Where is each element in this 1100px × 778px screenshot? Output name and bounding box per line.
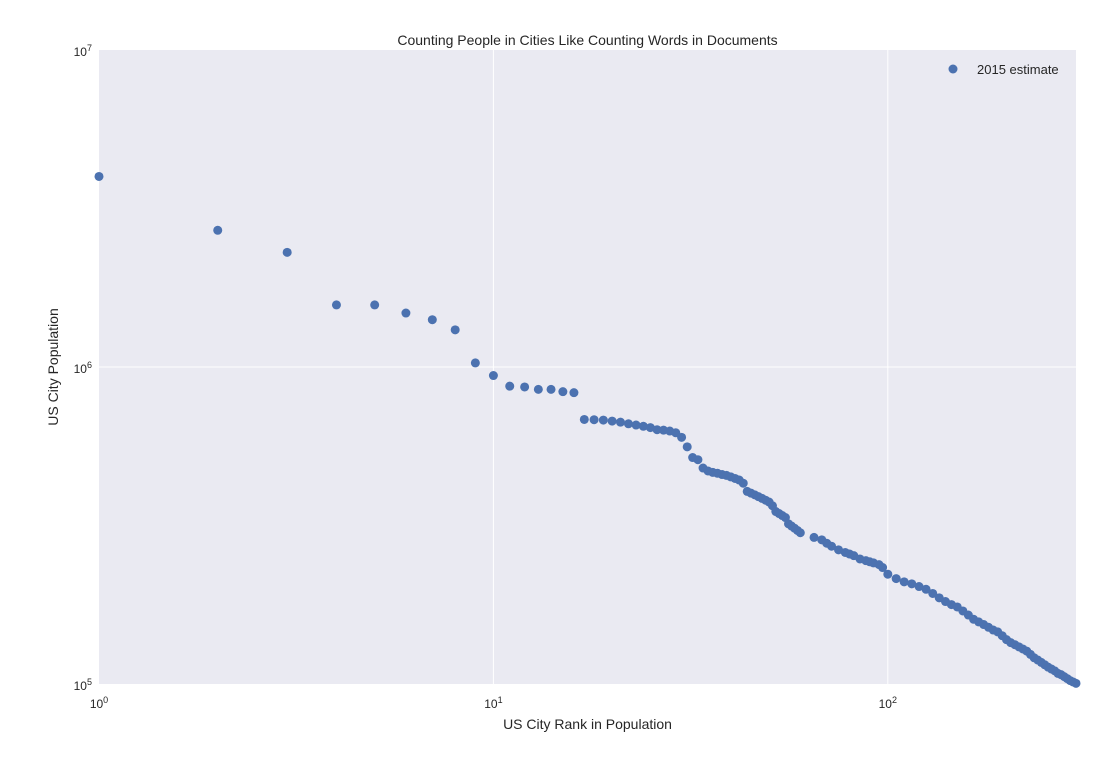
data-point bbox=[569, 388, 579, 398]
data-point bbox=[693, 455, 703, 465]
x-tick-label: 100 bbox=[90, 695, 108, 711]
data-point bbox=[1071, 678, 1081, 688]
x-tick-labels: 100 101 102 bbox=[90, 695, 897, 711]
data-point bbox=[883, 569, 893, 579]
data-point bbox=[282, 247, 292, 257]
data-point bbox=[598, 415, 608, 425]
legend-marker bbox=[948, 64, 958, 74]
data-point bbox=[615, 417, 625, 427]
data-point bbox=[878, 563, 888, 573]
data-point bbox=[450, 325, 460, 335]
data-point bbox=[213, 225, 223, 235]
data-point bbox=[928, 588, 938, 598]
data-point bbox=[533, 384, 543, 394]
data-point bbox=[921, 584, 931, 594]
y-tick-labels: 105 106 107 bbox=[74, 43, 92, 693]
legend-label: 2015 estimate bbox=[977, 62, 1059, 77]
data-point bbox=[401, 308, 411, 318]
data-point bbox=[520, 382, 530, 392]
x-axis-label: US City Rank in Population bbox=[503, 716, 672, 732]
data-point bbox=[652, 425, 662, 435]
data-point bbox=[891, 574, 901, 584]
x-tick-label: 101 bbox=[484, 695, 502, 711]
data-point bbox=[827, 541, 837, 551]
data-point bbox=[579, 414, 589, 424]
data-point bbox=[470, 358, 480, 368]
data-point bbox=[623, 419, 633, 429]
data-point bbox=[427, 315, 437, 325]
data-point bbox=[682, 442, 692, 452]
data-point bbox=[488, 371, 498, 381]
data-points bbox=[94, 171, 1081, 688]
data-point bbox=[795, 528, 805, 538]
chart-title: Counting People in Cities Like Counting … bbox=[397, 32, 777, 48]
data-point bbox=[370, 300, 380, 310]
y-tick-label: 106 bbox=[74, 360, 92, 376]
x-tick-label: 102 bbox=[879, 695, 897, 711]
legend: 2015 estimate bbox=[948, 62, 1059, 77]
data-point bbox=[638, 421, 648, 431]
data-point bbox=[589, 415, 599, 425]
data-point bbox=[331, 300, 341, 310]
data-point bbox=[907, 579, 917, 589]
y-tick-label: 105 bbox=[74, 677, 92, 693]
data-point bbox=[546, 384, 556, 394]
y-axis-label: US City Population bbox=[45, 308, 61, 426]
data-point bbox=[558, 387, 568, 397]
data-point bbox=[738, 478, 748, 488]
data-point bbox=[914, 582, 924, 592]
data-point bbox=[505, 381, 515, 391]
y-tick-label: 107 bbox=[74, 43, 92, 59]
data-point bbox=[809, 532, 819, 542]
data-point bbox=[631, 420, 641, 430]
data-point bbox=[607, 416, 617, 426]
data-point bbox=[677, 432, 687, 442]
data-point bbox=[94, 171, 104, 181]
data-point bbox=[899, 577, 909, 587]
